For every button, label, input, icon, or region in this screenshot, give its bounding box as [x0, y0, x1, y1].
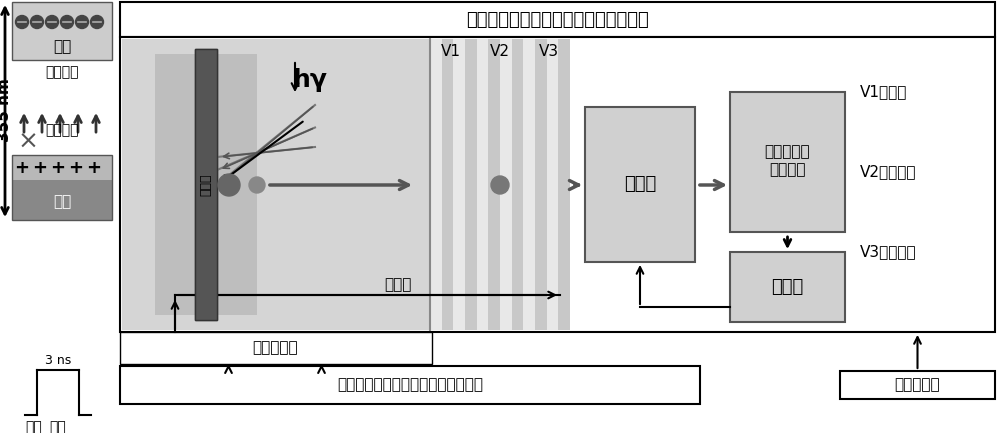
Text: +: +: [50, 159, 66, 177]
Bar: [442, 39, 453, 330]
Circle shape: [60, 16, 74, 29]
Text: V3: V3: [539, 43, 559, 58]
Text: 量分析器: 量分析器: [769, 162, 806, 178]
Text: 大气压条件: 大气压条件: [252, 340, 298, 355]
Circle shape: [249, 177, 265, 193]
Bar: [12, 155, 112, 180]
Text: 样品池: 样品池: [200, 173, 212, 196]
Text: ×: ×: [18, 130, 38, 154]
Text: V1: V1: [441, 43, 461, 58]
Bar: [535, 39, 547, 330]
Bar: [523, 39, 535, 330]
Bar: [585, 107, 695, 262]
Bar: [155, 54, 257, 315]
Bar: [730, 252, 845, 322]
Text: 高真空系统: 高真空系统: [895, 378, 940, 392]
Bar: [465, 39, 477, 330]
Text: V2：提取极: V2：提取极: [860, 165, 916, 180]
Bar: [512, 39, 523, 330]
Text: 3 ns: 3 ns: [45, 353, 71, 366]
Text: 光生电子: 光生电子: [45, 65, 79, 79]
Text: 四级杆: 四级杆: [624, 175, 656, 194]
Text: 可变波长激光器，光斑大小和强度可调: 可变波长激光器，光斑大小和强度可调: [466, 10, 649, 29]
Bar: [547, 39, 558, 330]
Circle shape: [76, 16, 88, 29]
Bar: [120, 37, 995, 332]
Circle shape: [90, 16, 104, 29]
Circle shape: [16, 16, 28, 29]
Text: V3：六级杆: V3：六级杆: [860, 245, 917, 259]
Text: 飞行时间质: 飞行时间质: [765, 145, 810, 159]
Text: 导带: 导带: [53, 39, 71, 55]
Text: +: +: [68, 159, 84, 177]
Bar: [558, 39, 570, 330]
Circle shape: [218, 174, 240, 196]
Text: V1：狭缝: V1：狭缝: [860, 84, 907, 100]
Bar: [430, 39, 442, 330]
Text: +: +: [32, 159, 48, 177]
Bar: [840, 371, 995, 399]
Bar: [12, 155, 112, 220]
Circle shape: [30, 16, 44, 29]
Text: 脉冲: 脉冲: [50, 420, 66, 433]
Text: 激光脉冲和电场同步及延时控制系统: 激光脉冲和电场同步及延时控制系统: [337, 378, 483, 392]
Bar: [730, 92, 845, 232]
Text: +: +: [87, 159, 102, 177]
Bar: [195, 49, 217, 320]
Bar: [453, 39, 465, 330]
Bar: [477, 39, 488, 330]
Bar: [12, 2, 112, 60]
Bar: [122, 39, 430, 330]
Bar: [195, 49, 217, 320]
Circle shape: [491, 176, 509, 194]
Bar: [120, 2, 995, 37]
Bar: [488, 39, 500, 330]
Text: 光生空穴: 光生空穴: [45, 123, 79, 137]
Bar: [12, 180, 112, 220]
Text: 激光: 激光: [25, 420, 42, 433]
Bar: [120, 332, 432, 364]
Text: +: +: [14, 159, 30, 177]
Text: 355 nm: 355 nm: [0, 78, 13, 142]
Text: V2: V2: [490, 43, 510, 58]
Text: 计算机: 计算机: [771, 278, 804, 296]
Text: 电位差: 电位差: [384, 278, 411, 293]
Bar: [120, 366, 700, 404]
Bar: [500, 39, 512, 330]
Text: 价带: 价带: [53, 194, 71, 210]
Circle shape: [46, 16, 58, 29]
Text: hγ: hγ: [292, 68, 328, 92]
